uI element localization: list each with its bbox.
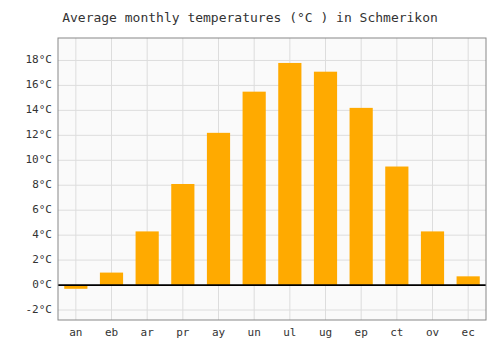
- zero-line: [58, 284, 486, 286]
- y-tick-label: 16°C: [26, 78, 53, 91]
- bar: [207, 133, 230, 285]
- bars: [64, 63, 480, 289]
- bar: [100, 273, 123, 285]
- bar: [457, 276, 480, 285]
- x-grid-line: [75, 38, 76, 320]
- y-grid-line: [58, 310, 486, 311]
- x-tick-label: ar: [141, 326, 155, 339]
- bar: [243, 92, 266, 285]
- plot-area: [58, 38, 486, 320]
- grid: [58, 38, 486, 320]
- y-tick-label: 10°C: [26, 153, 53, 166]
- y-grid-line: [58, 60, 486, 61]
- y-tick-label: 0°C: [32, 278, 52, 291]
- x-tick-label: pr: [176, 326, 190, 339]
- y-axis: -2°C 0°C 2°C 4°C 6°C 8°C 10°C 12°C 14°C 16°C 18°C: [26, 53, 53, 316]
- y-grid-line: [58, 210, 486, 211]
- y-tick-label: 4°C: [32, 228, 52, 241]
- y-tick-label: -2°C: [26, 303, 53, 316]
- x-axis: an eb ar pr ay un ul ug ep ct ov ec: [69, 326, 475, 339]
- bar: [421, 231, 444, 285]
- y-grid-line: [58, 85, 486, 86]
- x-tick-label: un: [248, 326, 261, 339]
- y-tick-label: 18°C: [26, 53, 53, 66]
- y-grid-line: [58, 285, 486, 286]
- x-tick-label: ct: [390, 326, 403, 339]
- y-grid-line: [58, 110, 486, 111]
- x-tick-label: ec: [462, 326, 475, 339]
- y-grid-line: [58, 160, 486, 161]
- y-grid-line: [58, 135, 486, 136]
- x-tick-label: ul: [283, 326, 296, 339]
- x-tick-label: ov: [426, 326, 440, 339]
- bar: [385, 167, 408, 286]
- y-tick-label: 12°C: [26, 128, 53, 141]
- title: Average monthly temperatures (°C ) in Sc…: [62, 10, 438, 25]
- y-tick-label: 14°C: [26, 103, 53, 116]
- bar: [314, 72, 337, 285]
- plot-frame: [58, 38, 486, 320]
- x-tick-label: ep: [355, 326, 368, 339]
- x-tick-label: eb: [105, 326, 118, 339]
- bar: [136, 231, 159, 285]
- bar: [350, 108, 373, 285]
- chart-container: -2°C 0°C 2°C 4°C 6°C 8°C 10°C 12°C 14°C 16°C 18°C a…: [0, 0, 500, 350]
- x-tick-label: ug: [319, 326, 332, 339]
- x-tick-label: an: [69, 326, 82, 339]
- bar: [171, 184, 194, 285]
- y-tick-label: 6°C: [32, 203, 52, 216]
- y-tick-label: 8°C: [32, 178, 52, 191]
- chart: -2°C 0°C 2°C 4°C 6°C 8°C 10°C 12°C 14°C 16°C 18°C a…: [0, 0, 500, 350]
- y-tick-label: 2°C: [32, 253, 52, 266]
- bar: [278, 63, 301, 285]
- x-tick-label: ay: [212, 326, 226, 339]
- y-grid-line: [58, 185, 486, 186]
